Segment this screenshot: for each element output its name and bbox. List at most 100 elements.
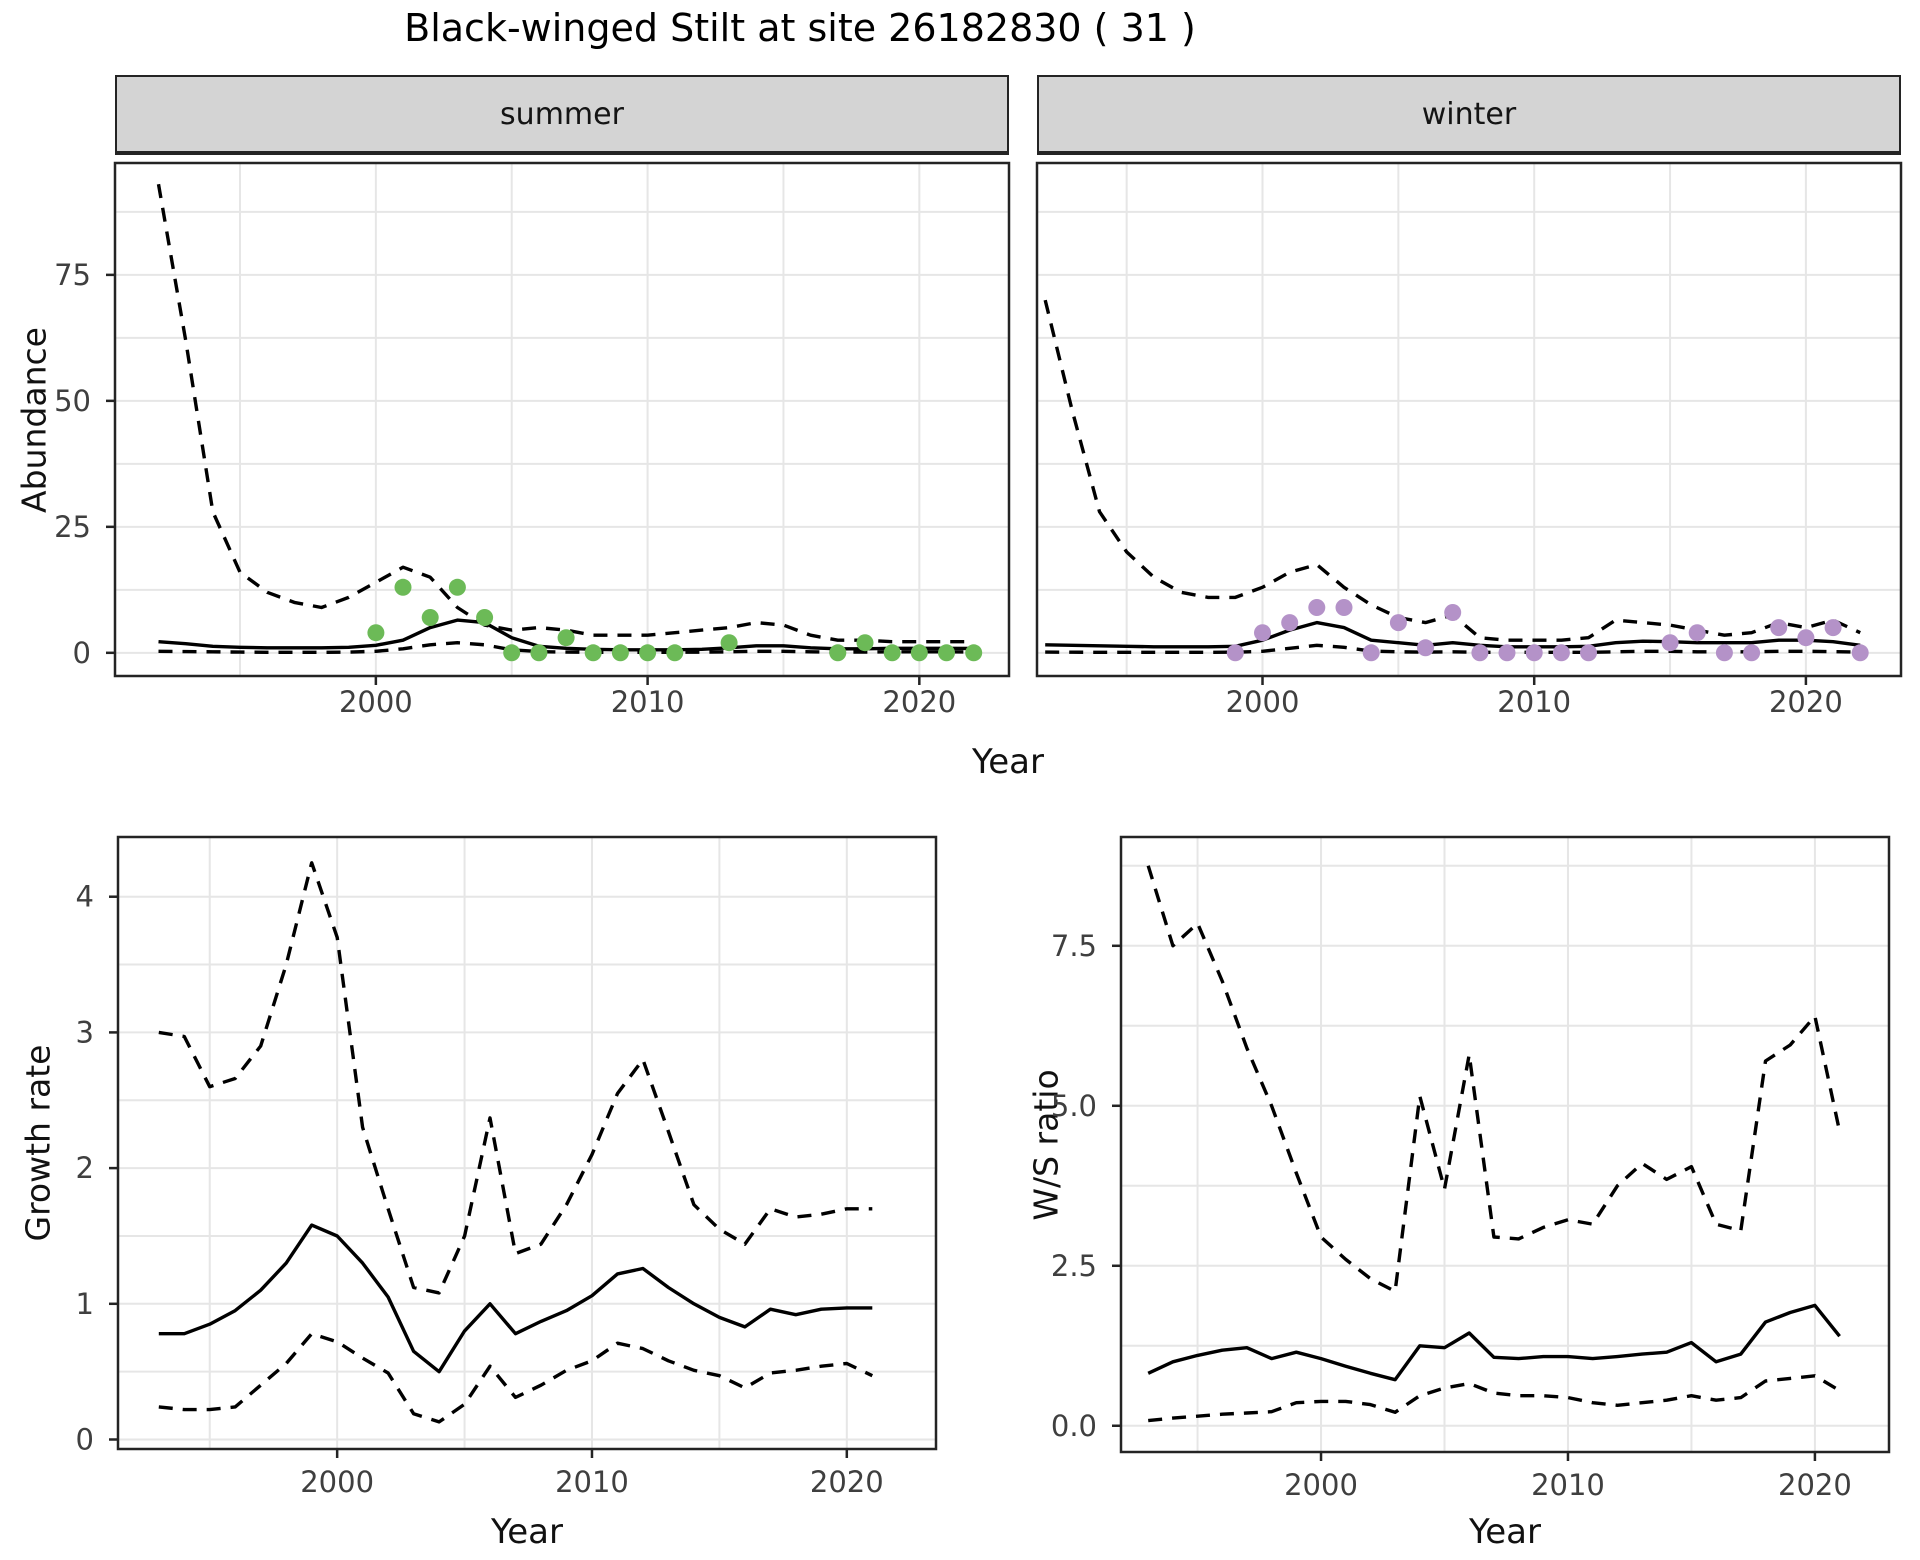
data-point — [1498, 644, 1516, 662]
facet-strip-winter-label: winter — [1421, 96, 1517, 132]
ci-line-lower_95ci — [158, 1331, 874, 1424]
data-point — [856, 634, 874, 652]
x-tick-label: 2010 — [1497, 685, 1571, 719]
figure-title: Black-winged Stilt at site 26182830 ( 31… — [404, 6, 1196, 50]
data-point — [1770, 619, 1788, 637]
data-point — [639, 644, 657, 662]
panel-background — [1037, 163, 1901, 676]
median-line — [1045, 620, 1861, 649]
grid-lines — [118, 837, 936, 1449]
panel-background — [118, 837, 936, 1449]
y-tick-label: 2 — [76, 1151, 94, 1185]
x-tick-label: 2010 — [611, 685, 685, 719]
panel-background — [1121, 837, 1889, 1452]
y-tick-label: 25 — [54, 510, 91, 544]
data-point — [1281, 614, 1299, 632]
data-point — [530, 644, 548, 662]
panel-summer_abundance: 2000 2010 2020 0 25 50 75 — [54, 161, 1011, 719]
x-tick-label: 2020 — [1778, 1468, 1852, 1502]
facet-strip-summer-label: summer — [500, 96, 624, 132]
series-group — [1146, 865, 1842, 1423]
x-tick-label: 2000 — [1284, 1468, 1358, 1502]
panel-winter_abundance: 2000 2010 2020 — [1035, 161, 1903, 719]
panel-growth_rate: 2000 2010 2020 0 1 2 3 4 — [76, 835, 938, 1499]
data-point — [1661, 634, 1679, 652]
data-point — [1688, 624, 1706, 642]
observed-points — [367, 578, 983, 662]
data-point — [1335, 599, 1353, 616]
data-point — [1851, 644, 1869, 662]
y-tick-label: 5.0 — [1051, 1089, 1097, 1123]
data-point — [1743, 644, 1761, 662]
data-point — [938, 644, 955, 662]
x-tick-label: 2000 — [1226, 685, 1300, 719]
x-tick-label: 2000 — [339, 685, 413, 719]
data-point — [584, 644, 602, 662]
ci-line-lower_95ci — [1148, 1374, 1841, 1423]
panel-border — [113, 161, 1011, 678]
y-tick-label: 50 — [54, 384, 91, 418]
data-point — [1308, 599, 1326, 616]
panel-ws_ratio: 2000 2010 2020 0.0 2.5 5.0 7.5 — [1051, 835, 1891, 1502]
data-point — [557, 629, 575, 647]
median-line — [1147, 1303, 1841, 1382]
y-tick-label: 1 — [76, 1287, 94, 1321]
x-tick-label: 2020 — [810, 1465, 884, 1499]
facet-strip-winter: winter — [1037, 75, 1901, 155]
data-point — [829, 644, 847, 662]
data-point — [476, 609, 494, 626]
data-point — [394, 578, 412, 596]
x-axis-title-year-ws: Year — [1469, 1512, 1541, 1552]
y-tick-label: 2.5 — [1051, 1249, 1097, 1283]
panel-background — [115, 163, 1009, 676]
y-tick-label: 0 — [76, 1423, 94, 1457]
data-point — [1417, 639, 1434, 657]
panel-border — [1119, 835, 1891, 1454]
data-point — [367, 624, 385, 642]
y-tick-label: 7.5 — [1051, 929, 1097, 963]
y-tick-label: 0.0 — [1051, 1409, 1097, 1443]
x-tick-label: 2010 — [1531, 1468, 1605, 1502]
panel-border — [1035, 161, 1903, 678]
data-point — [1471, 644, 1489, 662]
data-point — [1824, 619, 1842, 637]
observed-points — [1226, 599, 1869, 662]
data-point — [503, 644, 521, 662]
x-tick-label: 2010 — [555, 1465, 629, 1499]
panel-border — [116, 835, 938, 1451]
data-point — [1580, 644, 1597, 662]
median-line — [158, 1223, 873, 1374]
facet-strip-summer: summer — [115, 75, 1009, 155]
data-point — [611, 644, 629, 662]
data-point — [1715, 644, 1733, 662]
data-point — [448, 578, 466, 596]
data-point — [883, 644, 901, 662]
x-axis-title-year-growth: Year — [491, 1512, 563, 1552]
y-tick-label: 3 — [76, 1015, 94, 1049]
x-tick-label: 2020 — [1769, 685, 1843, 719]
data-point — [1552, 644, 1570, 662]
data-point — [1254, 624, 1271, 642]
ci-line-upper_95ci — [1146, 865, 1842, 1294]
series-group — [158, 861, 874, 1424]
x-tick-label: 2020 — [882, 685, 956, 719]
data-point — [1797, 629, 1815, 647]
data-point — [1525, 644, 1543, 662]
data-point — [1362, 644, 1380, 662]
y-tick-label: 75 — [54, 258, 91, 292]
data-point — [1444, 604, 1462, 621]
data-point — [421, 609, 439, 626]
data-point — [1389, 614, 1407, 632]
data-point — [910, 644, 928, 662]
data-point — [965, 644, 983, 662]
data-point — [720, 634, 738, 652]
grid-lines — [115, 163, 1009, 676]
grid-lines — [1121, 837, 1889, 1452]
data-point — [1226, 644, 1244, 662]
data-point — [666, 644, 684, 662]
y-tick-label: 4 — [76, 880, 94, 914]
ci-line-upper_95ci — [156, 183, 974, 644]
x-tick-label: 2000 — [300, 1465, 374, 1499]
y-tick-label: 0 — [73, 636, 91, 670]
